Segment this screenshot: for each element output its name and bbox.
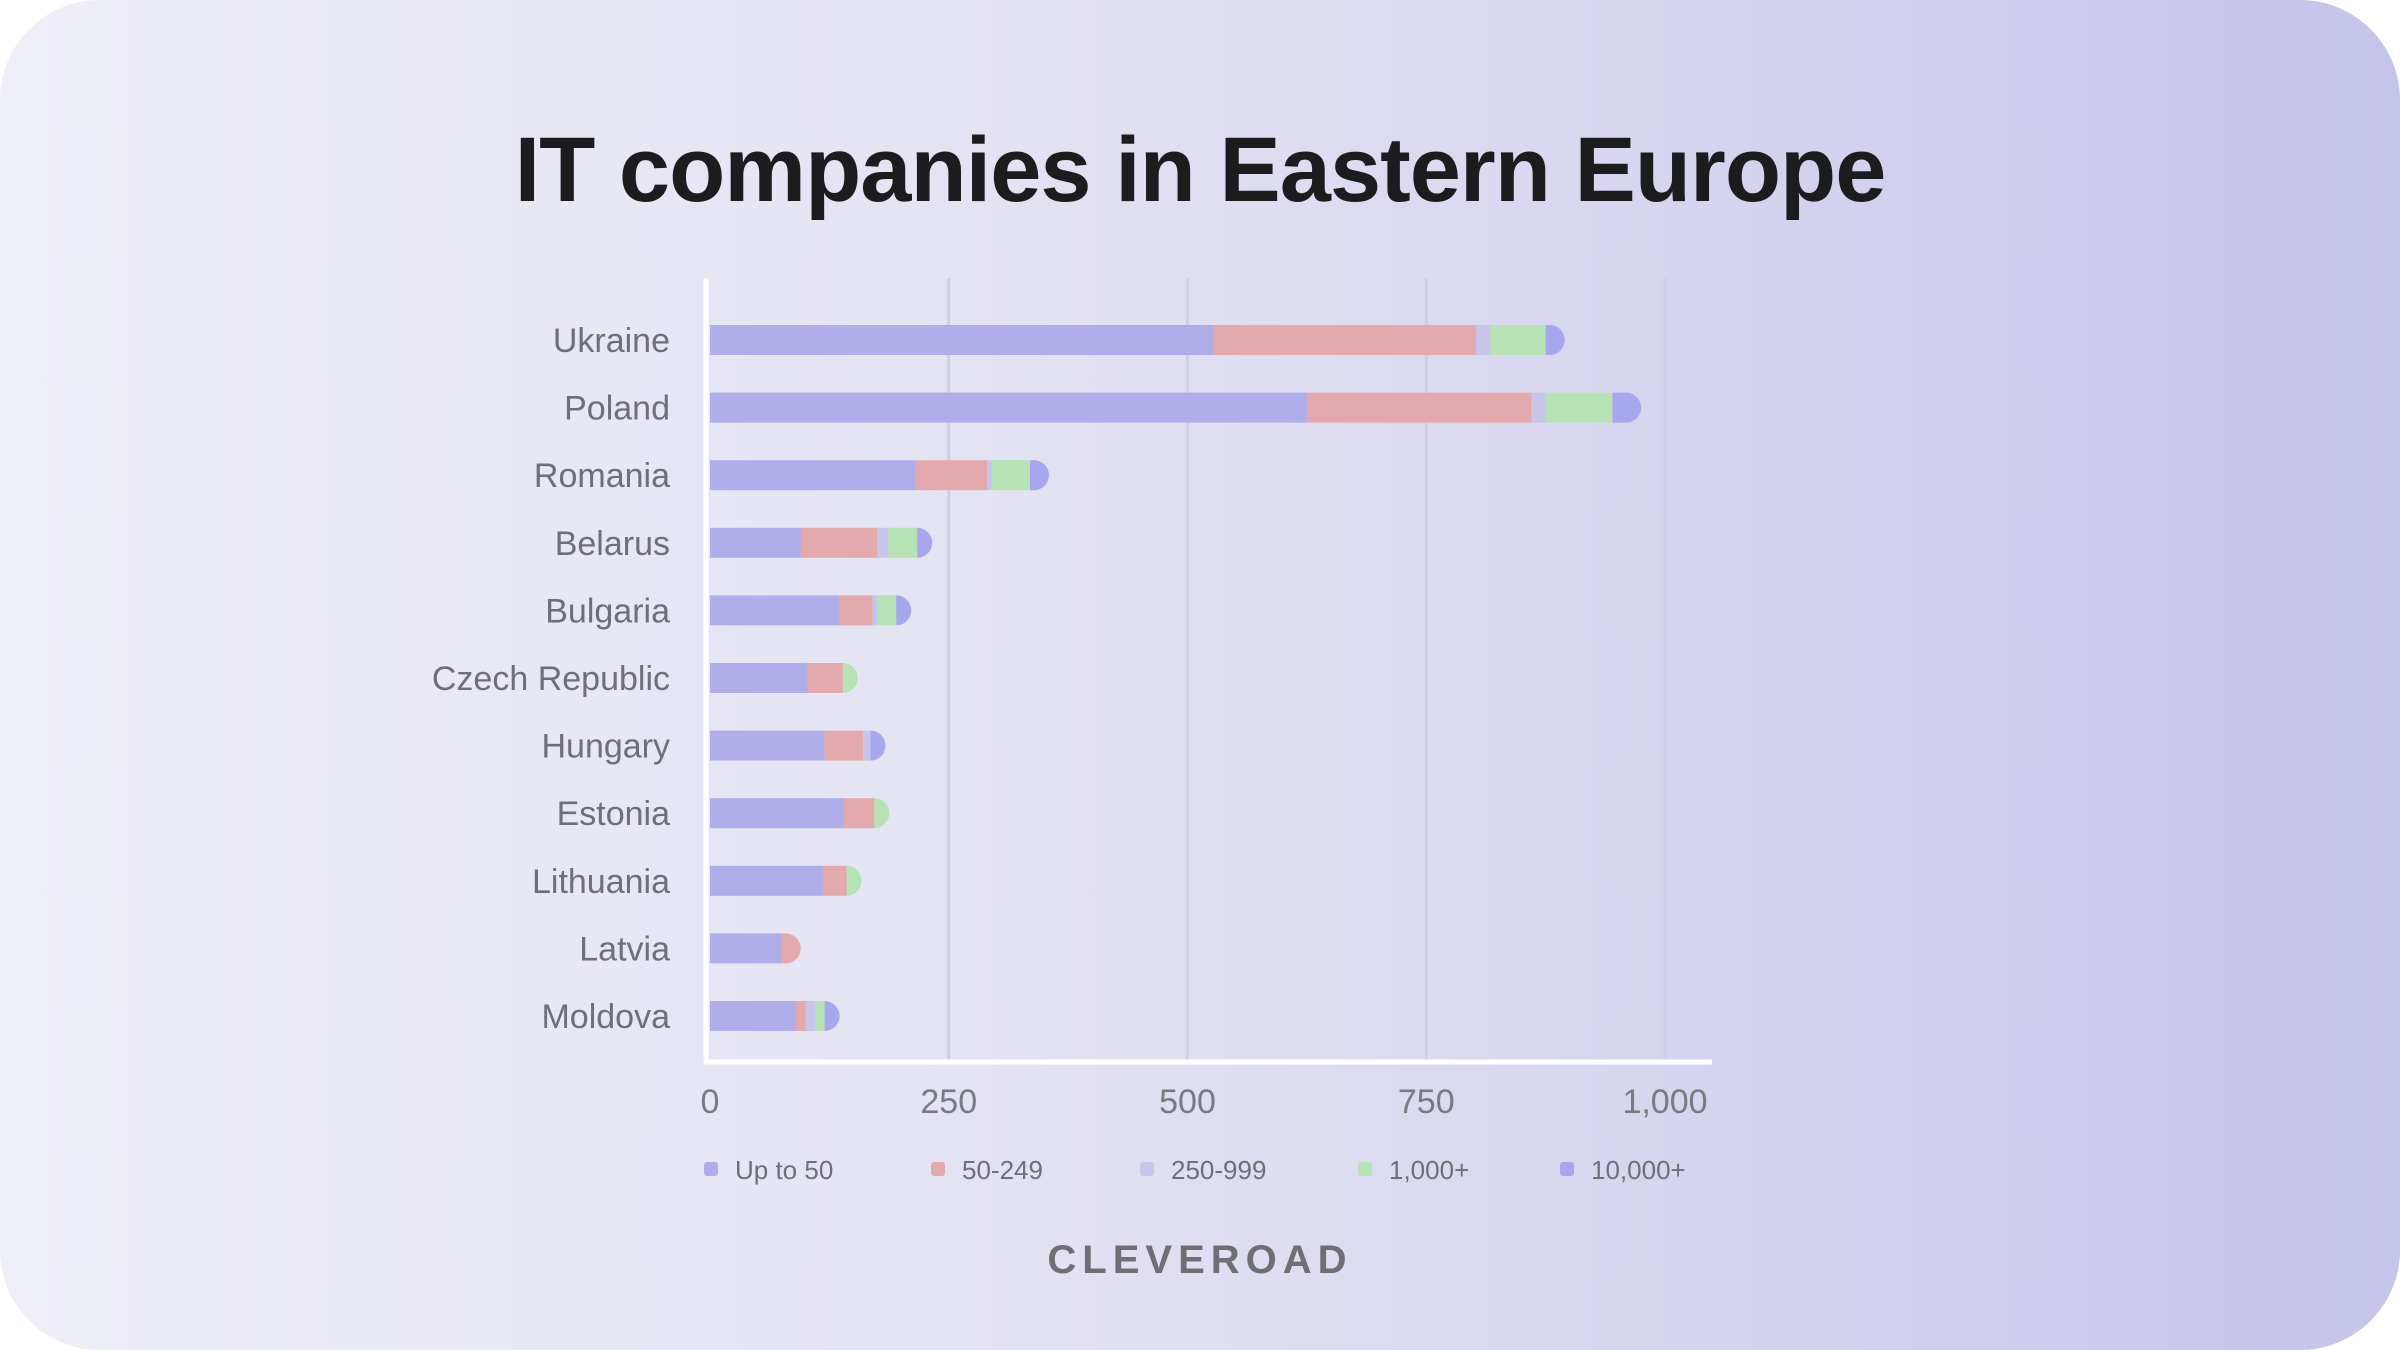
bar-segment — [872, 595, 878, 626]
bar-segment — [896, 595, 912, 626]
legend-swatch — [1358, 1162, 1372, 1176]
brand-logo: CLEVEROAD — [1047, 1238, 1353, 1282]
bar-segment — [915, 460, 988, 491]
bar-segment — [1029, 460, 1050, 491]
bar-segment — [917, 527, 933, 558]
bar-segment — [842, 663, 858, 693]
legend: Up to 50 50-249 250-999 1,000+ 10,000+ — [704, 1155, 1686, 1185]
bar-segment — [870, 730, 886, 761]
legend-swatch — [1560, 1162, 1574, 1176]
category-label: Moldova — [541, 998, 670, 1036]
bar-segment — [1545, 325, 1565, 355]
bar-segment — [824, 1001, 840, 1031]
axes — [703, 278, 1712, 1065]
bar-segment — [710, 933, 783, 964]
x-tick-label: 0 — [701, 1083, 720, 1121]
bar-segment — [1475, 325, 1491, 355]
bar-segment — [822, 865, 848, 896]
category-label: Lithuania — [532, 863, 670, 901]
legend-swatch — [1140, 1162, 1154, 1176]
bar-segment — [710, 1001, 797, 1031]
bar-segment — [710, 730, 826, 761]
bar-segment — [888, 527, 918, 558]
bar-segment — [1545, 392, 1613, 423]
chart-title: IT companies in Eastern Europe — [514, 119, 1887, 221]
bar-segment — [710, 798, 845, 829]
bars — [710, 325, 1642, 1031]
bar-segment — [986, 460, 993, 491]
bar-segment — [1213, 325, 1477, 355]
category-label: Poland — [564, 390, 670, 428]
bar-segment — [824, 730, 864, 761]
legend-swatch — [931, 1162, 945, 1176]
legend-label: 1,000+ — [1389, 1155, 1469, 1185]
bar-segment — [815, 1001, 826, 1031]
category-label: Hungary — [541, 728, 670, 766]
category-label: Czech Republic — [432, 660, 670, 698]
category-label: Romania — [534, 457, 670, 495]
legend-label: 10,000+ — [1591, 1155, 1686, 1185]
bar-segment — [846, 865, 862, 896]
bar-segment — [877, 595, 897, 626]
bar-segment — [838, 595, 873, 626]
bar-segment — [710, 325, 1214, 355]
legend-label: Up to 50 — [735, 1155, 833, 1185]
category-label: Bulgaria — [545, 592, 670, 630]
category-label: Belarus — [555, 525, 670, 563]
x-tick-label: 1,000 — [1622, 1083, 1707, 1121]
bar-segment — [710, 527, 802, 558]
legend-swatch — [704, 1162, 718, 1176]
x-tick-label: 750 — [1398, 1083, 1455, 1121]
category-label: Latvia — [579, 930, 670, 968]
legend-label: 50-249 — [962, 1155, 1043, 1185]
category-labels: Ukraine Poland Romania Belarus Bulgaria Czech… — [432, 322, 670, 1036]
bar-segment — [877, 527, 890, 558]
legend-label: 250-999 — [1171, 1155, 1266, 1185]
x-tick-labels: 0 250 500 750 1,000 — [701, 1083, 1708, 1121]
bar-segment — [800, 527, 878, 558]
bar-segment — [710, 663, 808, 693]
bar-segment — [710, 865, 824, 896]
bar-segment — [1306, 392, 1532, 423]
bar-segment — [781, 933, 801, 964]
bar-segment — [862, 730, 871, 761]
bar-segment — [843, 798, 875, 829]
bar-segment — [1612, 392, 1642, 423]
bar-segment — [795, 1001, 806, 1031]
category-label: Estonia — [557, 795, 670, 833]
bar-segment — [805, 1001, 816, 1031]
bar-segment — [874, 798, 890, 829]
x-tick-label: 500 — [1159, 1083, 1216, 1121]
bar-segment — [710, 595, 840, 626]
category-label: Ukraine — [553, 322, 670, 360]
bar-segment — [1531, 392, 1547, 423]
bar-segment — [1490, 325, 1547, 355]
bar-segment — [710, 460, 916, 491]
bar-segment — [991, 460, 1031, 491]
x-tick-label: 250 — [920, 1083, 977, 1121]
bar-segment — [710, 392, 1308, 423]
bar-segment — [807, 663, 844, 693]
